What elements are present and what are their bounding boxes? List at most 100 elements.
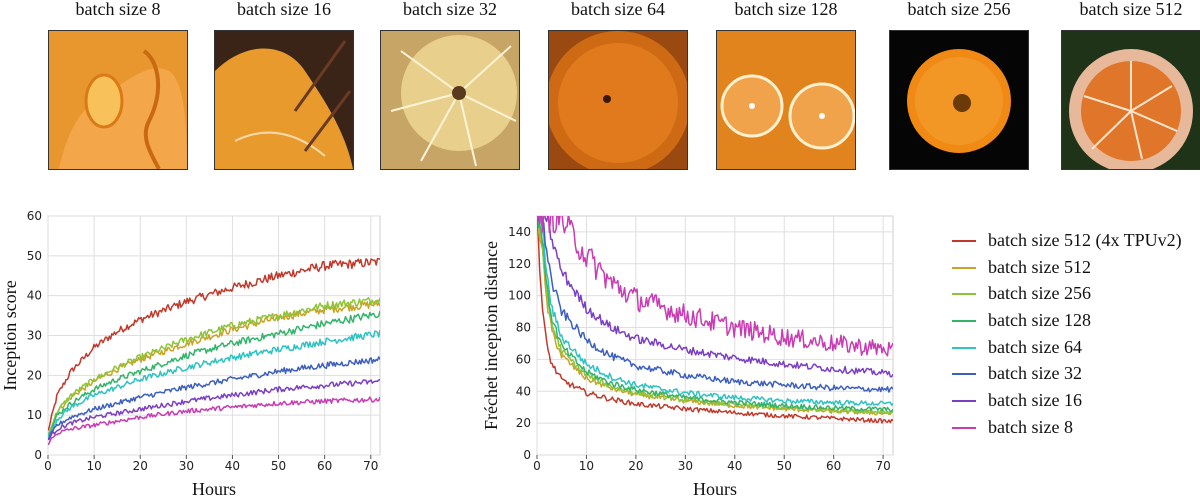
x-tick-label: 60 [317,459,332,473]
series-line [48,396,380,446]
x-tick-label: 70 [363,459,378,473]
series-group [48,258,380,446]
sample-image [48,30,188,170]
legend-item: batch size 64 [952,335,1192,362]
x-axis-label: Hours [192,479,236,496]
y-tick-label: 10 [27,408,42,422]
legend-swatch [952,320,976,323]
x-tick-label: 40 [225,459,240,473]
series-line [48,258,380,431]
series-line [48,310,380,440]
orange-image [1062,31,1200,169]
y-tick-label: 50 [27,249,42,263]
legend-item: batch size 16 [952,388,1192,415]
legend-item: batch size 32 [952,361,1192,388]
legend-label: batch size 512 [988,256,1091,277]
legend-swatch [952,293,976,296]
x-tick-label: 10 [579,459,594,473]
x-tick-label: 10 [86,459,101,473]
orange-image [215,31,353,169]
legend: batch size 512 (4x TPUv2) batch size 512… [952,228,1192,442]
series-line [537,216,893,393]
legend-item: batch size 8 [952,415,1192,442]
legend-swatch [952,346,976,349]
series-line [537,217,893,424]
legend-item: batch size 256 [952,281,1192,308]
x-tick-label: 50 [777,459,792,473]
x-tick-label: 40 [727,459,742,473]
series-line [537,216,893,357]
y-axis-label: Fréchet inception distance [481,241,501,430]
legend-label: batch size 16 [988,390,1082,411]
chart-fid: 0 10 20 30 40 50 60 70 0 20 40 60 80 100 120 140 Hours Fr… [481,215,894,496]
y-tick-label: 0 [34,448,42,462]
x-tick-label: 70 [875,459,890,473]
x-tick-label: 0 [44,459,52,473]
legend-label: batch size 512 (4x TPUv2) [988,230,1182,250]
x-tick-label: 20 [133,459,148,473]
orange-shape [59,68,187,169]
orange-image [549,31,687,169]
y-axis-label: Inception score [0,280,20,390]
sample-label: batch size 128 [734,0,838,19]
orange-image [717,31,855,169]
series-line [537,216,893,413]
sample-label: batch size 64 [571,0,665,19]
legend-label: batch size 64 [988,336,1082,357]
series-group [537,216,893,424]
x-tick-label: 30 [678,459,693,473]
y-tick-label: 30 [27,329,42,343]
sample-image [716,30,856,170]
sample-image [548,30,688,170]
y-tick-label: 60 [516,352,531,366]
sample-image [214,30,354,170]
orange-image [890,31,1028,169]
legend-item: batch size 512 [952,255,1192,282]
orange-highlight [84,73,124,129]
y-tick-label: 40 [516,384,531,398]
legend-item: batch size 512 (4x TPUv2) [952,228,1192,255]
legend-label: batch size 8 [988,416,1073,437]
legend-swatch [952,373,976,376]
series-line [48,296,380,435]
sample-label: batch size 8 [75,0,161,19]
legend-label: batch size 128 [988,310,1091,331]
x-tick-label: 50 [271,459,286,473]
sample-label: batch size 256 [907,0,1011,19]
y-tick-label: 20 [27,368,42,382]
legend-swatch [952,400,976,403]
x-axis-label: Hours [693,479,737,496]
sample-label: batch size 512 [1079,0,1183,19]
legend-swatch [952,266,976,269]
x-tick-label: 0 [533,459,541,473]
x-tick-label: 30 [179,459,194,473]
chart-inception-score: 0 10 20 30 40 50 60 70 0 10 20 30 40 50 60 Hours Incepti… [0,209,381,496]
series-line [48,356,380,440]
y-tick-label: 140 [508,225,531,239]
y-tick-label: 0 [523,448,531,462]
legend-item: batch size 128 [952,308,1192,335]
legend-label: batch size 256 [988,283,1091,304]
legend-swatch [952,426,976,429]
sample-label: batch size 32 [403,0,497,19]
y-tick-label: 60 [27,209,42,223]
y-tick-label: 80 [516,321,531,335]
y-tick-label: 100 [508,289,531,303]
series-line [48,378,380,441]
legend-label: batch size 32 [988,363,1082,384]
y-tick-label: 20 [516,416,531,430]
sample-image [1061,30,1200,170]
series-line [537,216,893,378]
sample-label: batch size 16 [237,0,331,19]
x-tick-label: 60 [826,459,841,473]
orange-shape [215,48,353,169]
y-tick-label: 40 [27,289,42,303]
series-line [539,216,893,406]
orange-image [381,31,519,169]
x-tick-label: 20 [628,459,643,473]
sample-image [380,30,520,170]
sample-image [889,30,1029,170]
legend-swatch [952,240,976,242]
y-tick-label: 120 [508,257,531,271]
